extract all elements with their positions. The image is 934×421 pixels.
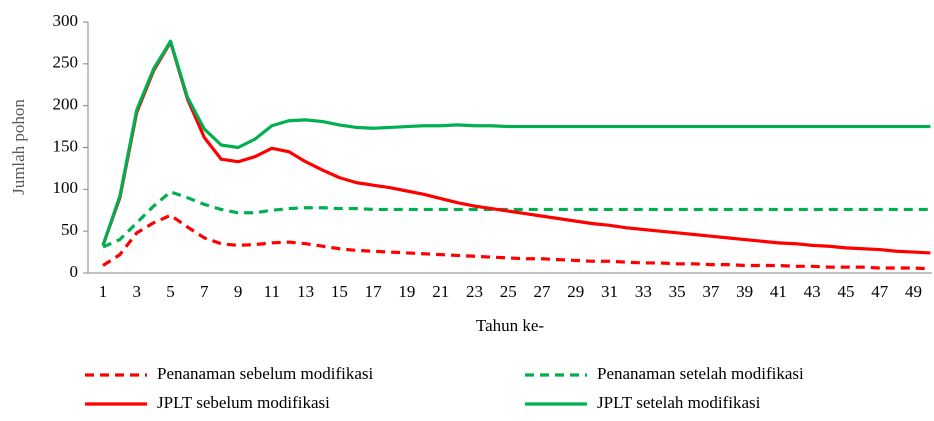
x-tick-label: 23 (466, 282, 483, 301)
y-tick-label: 200 (53, 95, 79, 114)
y-tick-label: 0 (70, 262, 79, 281)
y-tick-label: 50 (61, 220, 78, 239)
x-tick-label: 1 (99, 282, 108, 301)
x-axis-label: Tahun ke- (476, 316, 545, 335)
x-tick-label: 47 (871, 282, 889, 301)
x-tick-label: 3 (133, 282, 142, 301)
y-tick-label: 300 (53, 11, 79, 30)
x-tick-label: 13 (297, 282, 314, 301)
legend-label: Penanaman sebelum modifikasi (157, 364, 374, 383)
series-line (101, 40, 931, 255)
x-tick-label: 5 (166, 282, 175, 301)
series-line (101, 39, 931, 246)
y-tick-label: 250 (53, 53, 79, 72)
x-tick-label: 19 (398, 282, 415, 301)
x-tick-label: 33 (635, 282, 652, 301)
x-tick-label: 45 (837, 282, 854, 301)
legend-label: Penanaman setelah modifikasi (597, 364, 804, 383)
y-tick-label: 150 (53, 136, 79, 155)
x-tick-label: 7 (200, 282, 209, 301)
series-line (102, 213, 931, 271)
x-tick-label: 17 (365, 282, 383, 301)
x-tick-label: 43 (804, 282, 821, 301)
x-tick-label: 41 (770, 282, 787, 301)
x-tick-label: 21 (432, 282, 449, 301)
x-tick-label: 11 (264, 282, 280, 301)
x-tick-label: 15 (331, 282, 348, 301)
series-line (102, 190, 931, 249)
x-tick-label: 39 (736, 282, 753, 301)
y-tick-label: 100 (53, 178, 79, 197)
x-tick-label: 37 (702, 282, 720, 301)
x-tick-label: 31 (601, 282, 618, 301)
y-axis-label: Jumlah pohon (9, 99, 28, 195)
legend-label: JPLT sebelum modifikasi (157, 393, 330, 412)
x-tick-label: 29 (567, 282, 584, 301)
x-tick-label: 49 (905, 282, 922, 301)
x-tick-label: 25 (500, 282, 517, 301)
x-tick-label: 35 (669, 282, 686, 301)
x-tick-label: 9 (234, 282, 243, 301)
legend-label: JPLT setelah modifikasi (597, 393, 761, 412)
x-tick-label: 27 (534, 282, 552, 301)
